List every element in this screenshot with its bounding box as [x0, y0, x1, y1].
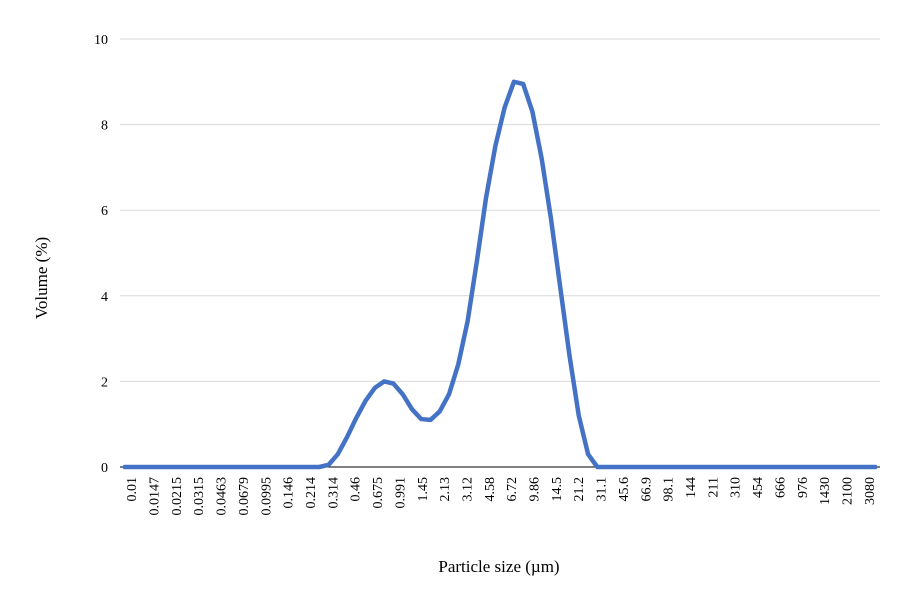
x-tick-label: 310 [729, 477, 744, 498]
y-tick-label: 6 [101, 204, 108, 219]
x-tick-label: 3.12 [460, 477, 475, 502]
x-tick-label: 14.5 [550, 477, 565, 502]
x-tick-label: 9.86 [528, 477, 543, 502]
x-tick-label: 31.1 [595, 477, 610, 502]
x-tick-label: 0.214 [304, 477, 319, 509]
x-tick-labels: 0.01 0.0147 0.0215 0.0315 0.0463 0.0679 0.0995… [125, 477, 878, 516]
x-tick-label: 0.0147 [148, 477, 163, 516]
x-tick-label: 0.0315 [192, 477, 207, 516]
x-tick-label: 21.2 [572, 477, 587, 502]
x-tick-label: 98.1 [662, 477, 677, 502]
y-tick-label: 2 [101, 375, 108, 390]
x-tick-label: 0.991 [393, 477, 408, 509]
y-tick-label: 0 [101, 461, 108, 476]
x-tick-label: 0.0463 [215, 477, 230, 516]
x-tick-label: 0.01 [125, 477, 140, 502]
series-group [122, 79, 878, 470]
series-line-0 [122, 79, 878, 470]
x-tick-label: 3080 [863, 477, 878, 505]
x-tick-label: 0.314 [326, 477, 341, 509]
x-tick-label: 45.6 [617, 477, 632, 502]
y-tick-label: 10 [94, 33, 108, 48]
x-tick-label: 2.13 [438, 477, 453, 502]
x-tick-label: 4.58 [483, 477, 498, 502]
y-tick-label: 4 [101, 290, 108, 305]
x-tick-label: 0.0679 [237, 477, 252, 516]
x-tick-label: 1.45 [416, 477, 431, 502]
y-axis-title: Volume (%) [32, 237, 51, 319]
x-tick-label: 211 [706, 477, 721, 497]
x-tick-label: 144 [684, 477, 699, 498]
x-tick-label: 0.146 [282, 477, 297, 509]
y-tick-labels: 0 2 4 6 8 10 [94, 33, 108, 476]
x-tick-label: 66.9 [639, 477, 654, 502]
x-axis-title: Particle size (µm) [438, 557, 559, 576]
x-tick-label: 1430 [818, 477, 833, 505]
x-tick-label: 454 [751, 477, 766, 498]
x-tick-label: 0.0215 [170, 477, 185, 516]
x-tick-label: 666 [773, 477, 788, 498]
x-tick-label: 6.72 [505, 477, 520, 502]
y-tick-label: 8 [101, 119, 108, 134]
gridlines [120, 38, 880, 382]
x-tick-label: 2100 [840, 477, 855, 505]
x-tick-label: 0.0995 [259, 477, 274, 516]
x-tick-label: 976 [796, 477, 811, 498]
x-tick-label: 0.675 [371, 477, 386, 509]
x-tick-label: 0.46 [349, 477, 364, 502]
